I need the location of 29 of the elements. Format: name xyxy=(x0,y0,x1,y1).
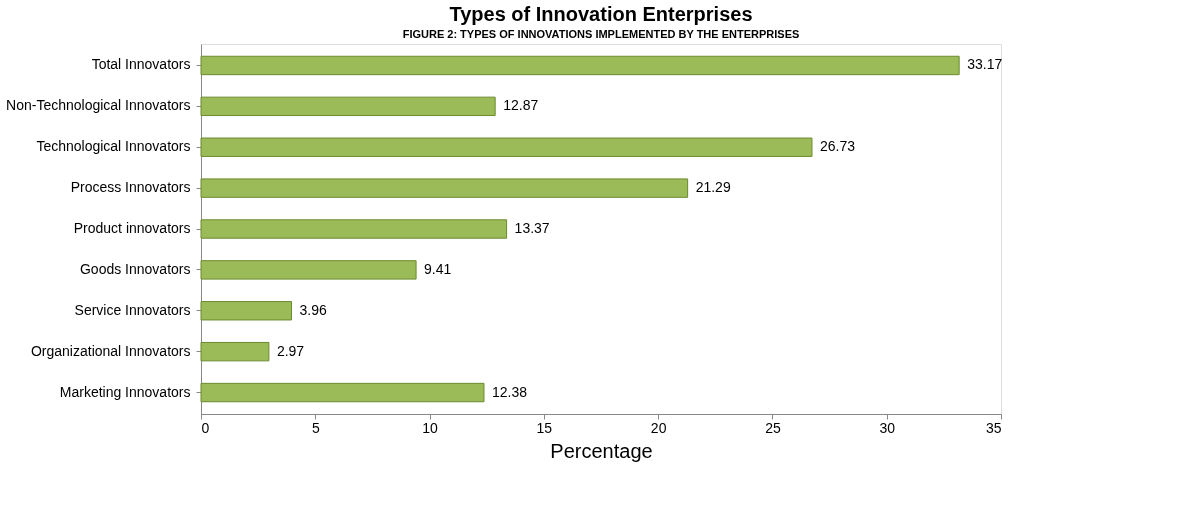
data-label: 9.41 xyxy=(424,260,452,277)
x-tick-label: 10 xyxy=(422,419,439,436)
data-label: 33.17 xyxy=(967,56,1003,73)
y-tick-label: Total Innovators xyxy=(91,56,191,73)
data-label: 2.97 xyxy=(276,342,305,359)
x-tick-label: 20 xyxy=(650,419,667,436)
y-tick-label: Service Innovators xyxy=(74,301,191,318)
y-tick-label: Marketing Innovators xyxy=(59,383,191,400)
x-tick-label: 35 xyxy=(985,419,1002,436)
y-tick-label: Process Innovators xyxy=(70,179,191,196)
data-label: 12.38 xyxy=(491,383,528,400)
y-tick-label: Product innovators xyxy=(73,220,191,236)
x-tick-label: 25 xyxy=(765,419,781,436)
x-axis-title: Percentage xyxy=(550,439,653,462)
x-tick-label: 15 xyxy=(536,419,553,436)
caption: FIGURE 2: TYPES OF INNOVATIONS IMPLEMENTED BY THE ENTERPRISES xyxy=(402,28,800,40)
data-label: 13.37 xyxy=(514,220,550,236)
data-label: 3.96 xyxy=(299,301,327,318)
y-tick-label: Goods Innovators xyxy=(79,260,191,277)
data-label: 12.87 xyxy=(503,97,539,114)
y-tick-label: Organizational Innovators xyxy=(30,342,191,359)
y-tick-label: Technological Innovators xyxy=(36,138,191,155)
chart-title: Types of Innovation Enterprises xyxy=(449,3,753,25)
y-tick-label: Non-Technological Innovators xyxy=(6,97,191,114)
data-label: 26.73 xyxy=(819,138,856,155)
x-tick-label: 5 xyxy=(311,419,320,436)
x-tick-label: 30 xyxy=(879,419,896,436)
data-label: 21.29 xyxy=(695,179,731,196)
x-tick-label: 0 xyxy=(201,419,210,436)
